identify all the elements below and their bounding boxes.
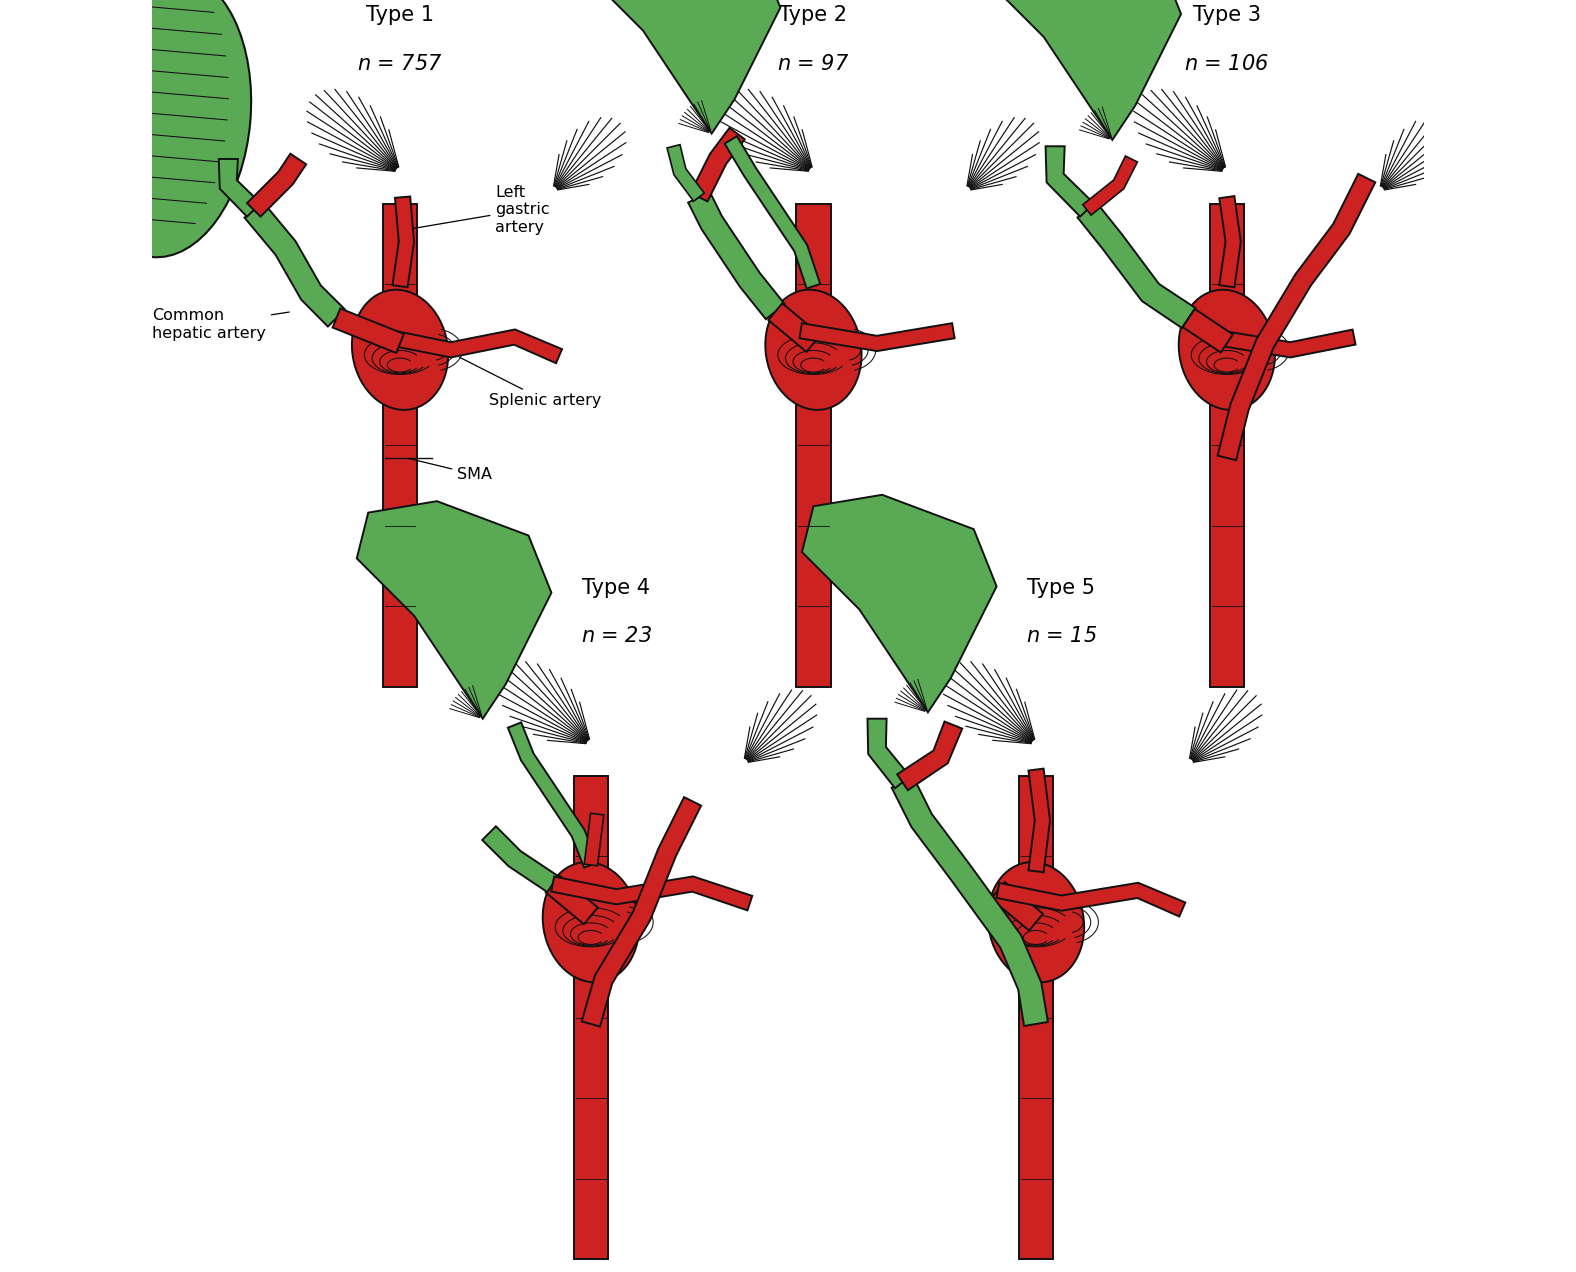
- Text: $n$ = 106: $n$ = 106: [1185, 53, 1269, 74]
- Text: $n$ = 97: $n$ = 97: [777, 53, 849, 74]
- Polygon shape: [552, 876, 752, 911]
- Polygon shape: [582, 798, 701, 1027]
- Polygon shape: [1045, 146, 1094, 216]
- Text: $n$ = 23: $n$ = 23: [580, 626, 652, 646]
- Polygon shape: [1029, 768, 1050, 873]
- Text: $n$ = 15: $n$ = 15: [1026, 626, 1097, 646]
- Polygon shape: [392, 196, 414, 287]
- Polygon shape: [867, 719, 909, 789]
- Text: Type 2: Type 2: [780, 5, 848, 25]
- Polygon shape: [991, 881, 1043, 931]
- Polygon shape: [1210, 204, 1243, 687]
- Polygon shape: [796, 204, 831, 687]
- Polygon shape: [1083, 156, 1138, 215]
- Polygon shape: [482, 827, 558, 892]
- Polygon shape: [386, 329, 563, 364]
- Polygon shape: [545, 875, 597, 925]
- Polygon shape: [219, 159, 260, 216]
- Ellipse shape: [79, 0, 251, 257]
- Ellipse shape: [542, 862, 638, 982]
- Polygon shape: [1078, 202, 1195, 328]
- Polygon shape: [585, 813, 604, 866]
- Text: $n$ = 757: $n$ = 757: [358, 53, 443, 74]
- Text: Type 1: Type 1: [366, 5, 433, 25]
- Polygon shape: [574, 776, 608, 1259]
- Polygon shape: [1018, 776, 1053, 1259]
- Polygon shape: [586, 0, 780, 134]
- Polygon shape: [1182, 309, 1232, 352]
- Polygon shape: [996, 883, 1185, 917]
- Text: Type 3: Type 3: [1193, 5, 1261, 25]
- Polygon shape: [244, 202, 345, 327]
- Text: SMA: SMA: [410, 459, 492, 482]
- Polygon shape: [1218, 174, 1376, 460]
- Polygon shape: [987, 0, 1180, 140]
- Text: Splenic artery: Splenic artery: [460, 357, 602, 408]
- Polygon shape: [689, 192, 785, 319]
- Polygon shape: [799, 323, 955, 351]
- Polygon shape: [1220, 196, 1240, 287]
- Polygon shape: [802, 495, 996, 712]
- Text: Type 5: Type 5: [1028, 577, 1095, 598]
- Polygon shape: [333, 309, 403, 352]
- Polygon shape: [897, 721, 963, 790]
- Polygon shape: [667, 145, 704, 201]
- Ellipse shape: [988, 862, 1084, 982]
- Ellipse shape: [1179, 290, 1275, 410]
- Polygon shape: [892, 777, 1048, 1027]
- Text: Type 4: Type 4: [582, 577, 651, 598]
- Polygon shape: [507, 722, 597, 868]
- Ellipse shape: [766, 290, 862, 410]
- Polygon shape: [690, 127, 745, 201]
- Polygon shape: [725, 136, 820, 289]
- Polygon shape: [247, 154, 306, 216]
- Polygon shape: [383, 204, 418, 687]
- Polygon shape: [1214, 329, 1355, 357]
- Ellipse shape: [351, 290, 448, 410]
- Text: Left
gastric
artery: Left gastric artery: [413, 184, 550, 235]
- Polygon shape: [769, 303, 821, 352]
- Polygon shape: [356, 501, 552, 719]
- Text: Common
hepatic artery: Common hepatic artery: [151, 308, 288, 341]
